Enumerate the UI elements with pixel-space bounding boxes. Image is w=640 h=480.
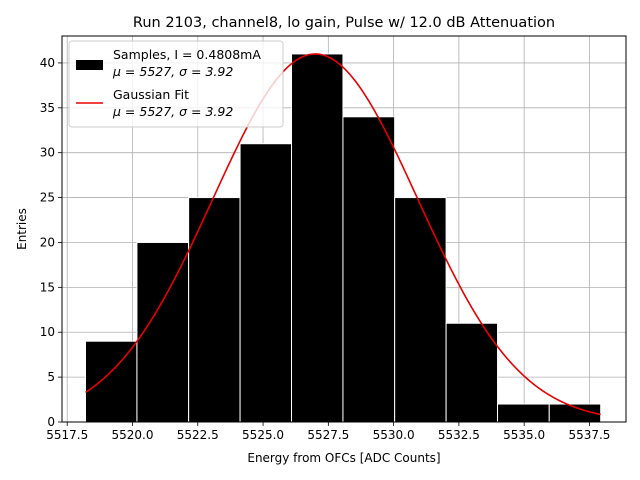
plot-frame xyxy=(61,35,627,423)
legend-samples-label: Samples, I = 0.4808mA xyxy=(113,47,261,62)
legend-fit-label: Gaussian Fit xyxy=(113,87,189,102)
y-tick-label: 15 xyxy=(40,280,55,294)
gaussian-fit xyxy=(85,53,601,416)
y-axis-label: Entries xyxy=(15,208,29,250)
legend: Samples, I = 0.4808mA μ = 5527, σ = 3.92… xyxy=(68,40,284,128)
histogram-bar xyxy=(291,53,344,423)
x-tick-label: 5535.0 xyxy=(503,428,545,442)
y-tick-label: 10 xyxy=(40,325,55,339)
y-tick-label: 0 xyxy=(47,415,55,429)
histogram-bar xyxy=(394,197,447,423)
legend-samples-swatch xyxy=(76,60,103,70)
histogram-bar xyxy=(445,322,499,423)
chart-title: Run 2103, channel8, lo gain, Pulse w/ 12… xyxy=(133,15,555,31)
y-tick-label: 25 xyxy=(40,191,55,205)
legend-samples-stats: μ = 5527, σ = 3.92 xyxy=(112,64,233,79)
x-tick-label: 5527.5 xyxy=(307,428,349,442)
histogram-bar xyxy=(239,143,293,423)
y-tick-label: 5 xyxy=(47,370,55,384)
histogram-bars xyxy=(85,53,602,423)
y-tick-label: 40 xyxy=(40,56,55,70)
histogram-bar xyxy=(136,241,190,423)
x-tick-label: 5530.0 xyxy=(373,428,415,442)
x-tick-label: 5537.5 xyxy=(568,428,610,442)
legend-fit-stats: μ = 5527, σ = 3.92 xyxy=(112,104,233,119)
x-axis-label: Energy from OFCs [ADC Counts] xyxy=(247,451,440,465)
histogram-bar xyxy=(497,403,550,423)
histogram-bar xyxy=(188,197,241,423)
y-tick-label: 30 xyxy=(40,146,55,160)
x-tick-label: 5522.5 xyxy=(177,428,219,442)
histogram-bar xyxy=(342,116,396,423)
x-tick-label: 5520.0 xyxy=(112,428,154,442)
x-tick-label: 5525.0 xyxy=(242,428,284,442)
y-axis-ticks: 0 5 10 15 20 25 30 35 40 xyxy=(40,56,62,429)
y-tick-label: 20 xyxy=(40,235,55,249)
x-axis-ticks: 5517.5 5520.0 5522.5 5525.0 5527.5 5530.0 5532… xyxy=(46,422,610,442)
y-tick-label: 35 xyxy=(40,101,55,115)
legend-box xyxy=(68,40,284,128)
histogram-bar xyxy=(85,340,138,423)
x-tick-label: 5532.5 xyxy=(438,428,480,442)
x-tick-label: 5517.5 xyxy=(46,428,88,442)
gaussian-fit-curve xyxy=(85,53,601,416)
